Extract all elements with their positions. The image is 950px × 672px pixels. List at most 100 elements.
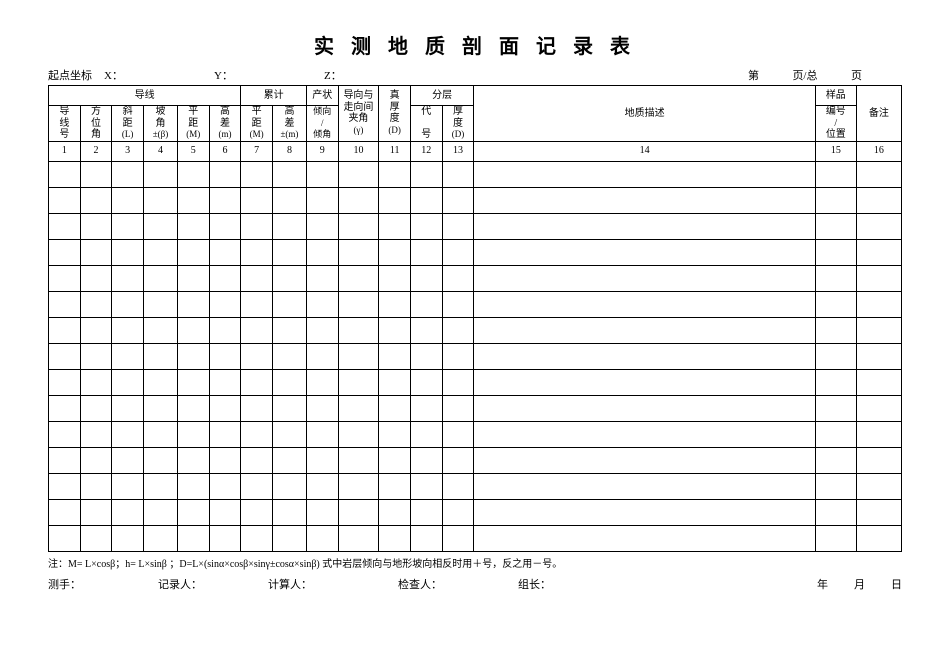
- table-cell: [474, 473, 816, 499]
- table-cell: [144, 187, 178, 213]
- table-cell: [177, 499, 209, 525]
- table-cell: [80, 473, 112, 499]
- col-number: 12: [410, 141, 442, 161]
- table-cell: [815, 265, 856, 291]
- table-cell: [379, 291, 411, 317]
- col-number: 5: [177, 141, 209, 161]
- z-label: Z：: [324, 67, 434, 83]
- table-cell: [272, 421, 306, 447]
- table-cell: [177, 291, 209, 317]
- table-cell: [272, 187, 306, 213]
- table-cell: [306, 187, 338, 213]
- calculator-label: 计算人：: [268, 576, 398, 592]
- table-cell: [410, 395, 442, 421]
- table-cell: [306, 213, 338, 239]
- table-cell: [379, 525, 411, 551]
- table-cell: [379, 317, 411, 343]
- table-cell: [112, 343, 144, 369]
- table-cell: [379, 239, 411, 265]
- table-cell: [474, 447, 816, 473]
- table-cell: [856, 265, 901, 291]
- table-cell: [474, 395, 816, 421]
- table-cell: [49, 239, 81, 265]
- table-row: [49, 317, 902, 343]
- table-cell: [410, 499, 442, 525]
- col-number: 7: [241, 141, 273, 161]
- table-cell: [410, 265, 442, 291]
- table-cell: [112, 447, 144, 473]
- table-cell: [442, 187, 474, 213]
- table-row: [49, 343, 902, 369]
- table-cell: [80, 525, 112, 551]
- table-cell: [112, 317, 144, 343]
- table-cell: [442, 499, 474, 525]
- x-label: X：: [104, 67, 214, 83]
- table-cell: [442, 447, 474, 473]
- table-row: [49, 187, 902, 213]
- table-cell: [815, 161, 856, 187]
- table-cell: [112, 369, 144, 395]
- hdr-c6: 高差(m): [209, 106, 241, 142]
- table-cell: [241, 213, 273, 239]
- table-cell: [49, 187, 81, 213]
- table-cell: [80, 161, 112, 187]
- table-cell: [209, 525, 241, 551]
- table-cell: [338, 317, 379, 343]
- table-cell: [112, 499, 144, 525]
- hdr-traverse: 导线: [49, 86, 241, 106]
- table-cell: [49, 525, 81, 551]
- recorder-label: 记录人：: [158, 576, 268, 592]
- col-number: 16: [856, 141, 901, 161]
- table-cell: [80, 369, 112, 395]
- hdr-c7: 平距(M): [241, 106, 273, 142]
- table-cell: [856, 525, 901, 551]
- table-cell: [177, 421, 209, 447]
- table-cell: [856, 499, 901, 525]
- table-cell: [241, 395, 273, 421]
- table-cell: [306, 395, 338, 421]
- table-cell: [856, 161, 901, 187]
- table-cell: [474, 317, 816, 343]
- table-cell: [379, 213, 411, 239]
- year-label: 年: [817, 576, 828, 592]
- table-row: [49, 265, 902, 291]
- table-cell: [338, 213, 379, 239]
- table-row: [49, 499, 902, 525]
- table-cell: [177, 161, 209, 187]
- table-cell: [442, 265, 474, 291]
- table-cell: [338, 525, 379, 551]
- table-cell: [272, 161, 306, 187]
- table-cell: [112, 161, 144, 187]
- table-cell: [112, 239, 144, 265]
- table-cell: [112, 291, 144, 317]
- table-cell: [80, 239, 112, 265]
- table-cell: [410, 447, 442, 473]
- table-cell: [442, 473, 474, 499]
- table-cell: [306, 447, 338, 473]
- table-cell: [442, 525, 474, 551]
- table-row: [49, 213, 902, 239]
- top-info-line: 起点坐标 X： Y： Z： 第 页/总 页: [48, 67, 902, 83]
- table-cell: [379, 161, 411, 187]
- table-cell: [338, 473, 379, 499]
- table-cell: [80, 343, 112, 369]
- table-cell: [379, 395, 411, 421]
- surveyor-label: 测手：: [48, 576, 158, 592]
- table-cell: [856, 239, 901, 265]
- table-cell: [410, 343, 442, 369]
- table-cell: [474, 213, 816, 239]
- table-cell: [177, 525, 209, 551]
- table-cell: [209, 343, 241, 369]
- table-cell: [241, 525, 273, 551]
- table-cell: [241, 161, 273, 187]
- table-cell: [209, 447, 241, 473]
- table-cell: [306, 525, 338, 551]
- table-cell: [815, 525, 856, 551]
- table-cell: [338, 239, 379, 265]
- table-cell: [112, 187, 144, 213]
- table-cell: [474, 187, 816, 213]
- table-cell: [209, 499, 241, 525]
- hdr-c13: 厚度(D): [442, 106, 474, 142]
- table-row: [49, 395, 902, 421]
- signature-line: 测手： 记录人： 计算人： 检查人： 组长： 年 月 日: [48, 576, 902, 592]
